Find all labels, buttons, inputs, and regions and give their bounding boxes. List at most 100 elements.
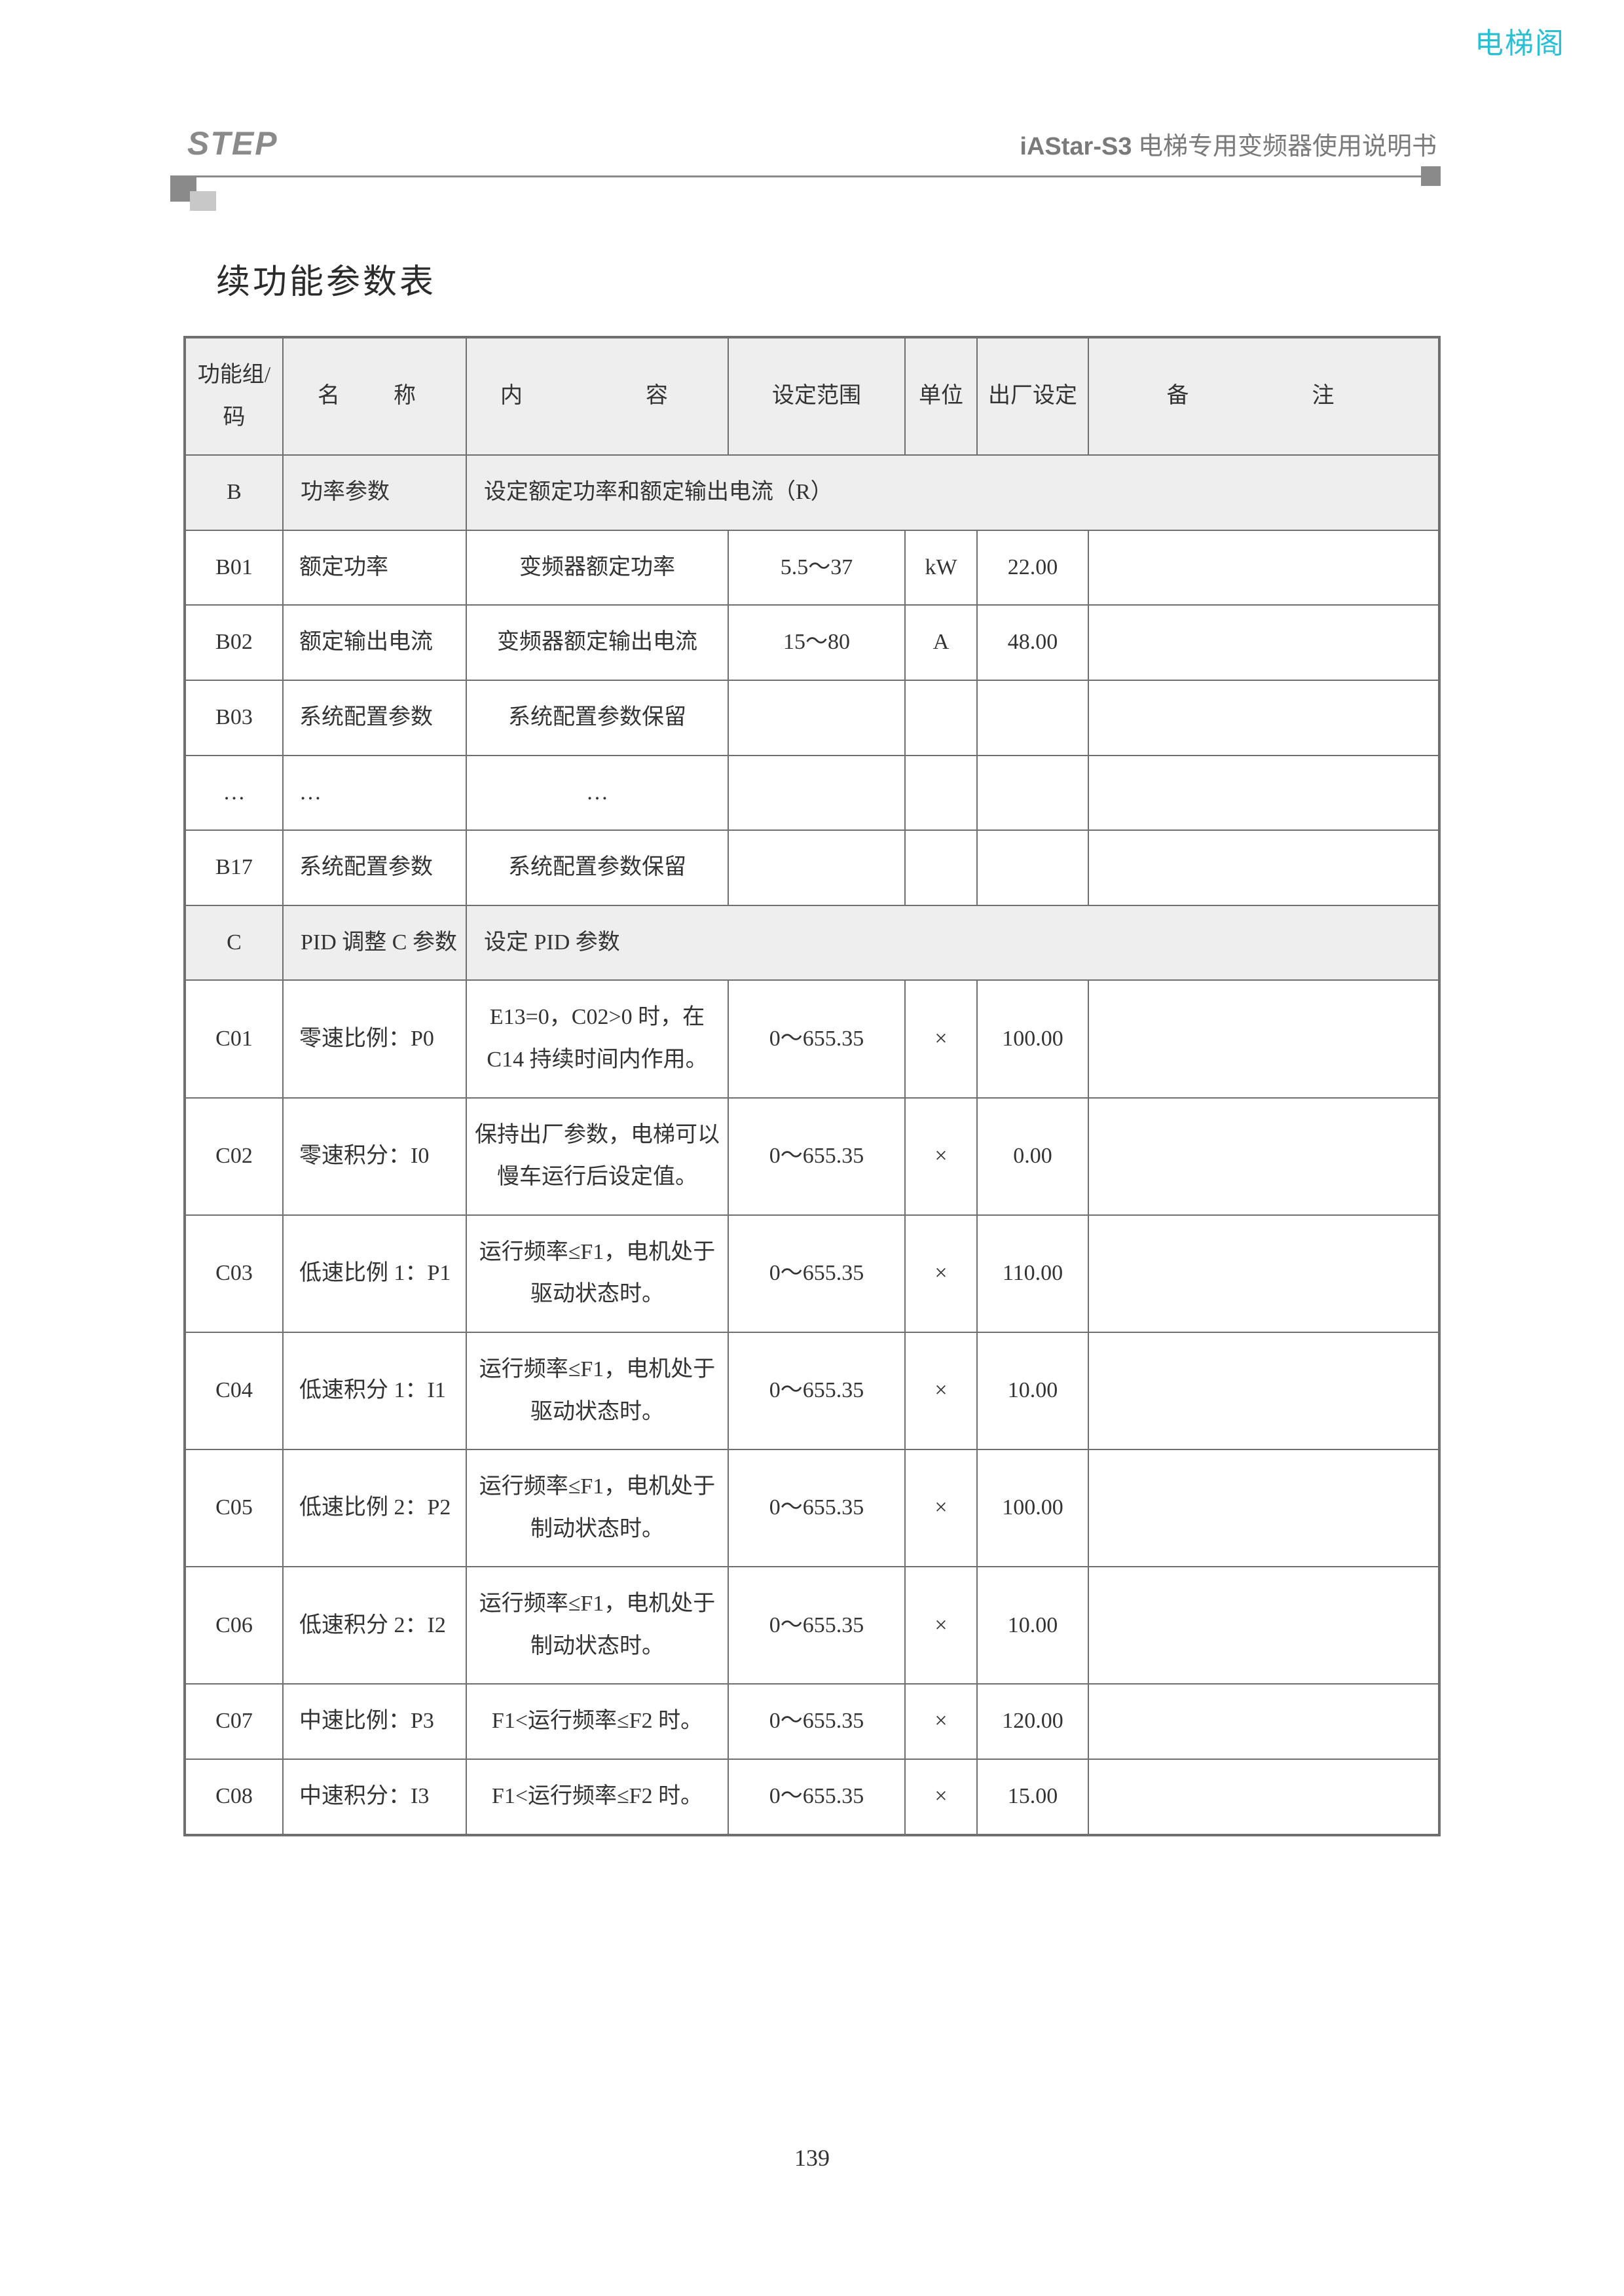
cell-name: 中速积分：I3	[283, 1759, 466, 1835]
cell-content: 系统配置参数保留	[466, 680, 728, 756]
watermark-text: 电梯阁	[1475, 20, 1565, 62]
table-row: B01额定功率变频器额定功率5.5～37kW22.00	[185, 530, 1439, 606]
table-row: C05低速比例 2：P2运行频率≤F1，电机处于制动状态时。0～655.35×1…	[185, 1449, 1439, 1567]
cell-code: C04	[185, 1332, 283, 1449]
cell-code: C03	[185, 1215, 283, 1332]
cell-range	[728, 830, 905, 905]
cell-remark	[1088, 1759, 1439, 1835]
cell-factory: 110.00	[977, 1215, 1088, 1332]
cell-factory: 100.00	[977, 980, 1088, 1097]
cell-name: 低速积分 1：I1	[283, 1332, 466, 1449]
cell-content: F1<运行频率≤F2 时。	[466, 1759, 728, 1835]
cell-unit: ×	[905, 1567, 977, 1684]
cell-range: 0～655.35	[728, 1567, 905, 1684]
table-row: C07中速比例：P3F1<运行频率≤F2 时。0～655.35×120.00	[185, 1684, 1439, 1759]
cell-factory	[977, 756, 1088, 831]
table-row: B17系统配置参数系统配置参数保留	[185, 830, 1439, 905]
cell-code: C06	[185, 1567, 283, 1684]
group-name: 功率参数	[283, 455, 466, 530]
cell-factory	[977, 680, 1088, 756]
th-unit: 单位	[905, 337, 977, 455]
table-row: B02额定输出电流变频器额定输出电流15～80A48.00	[185, 605, 1439, 680]
cell-remark	[1088, 605, 1439, 680]
cell-remark	[1088, 1449, 1439, 1567]
th-code: 功能组/码	[185, 337, 283, 455]
cell-factory: 10.00	[977, 1567, 1088, 1684]
cell-remark	[1088, 980, 1439, 1097]
cell-factory: 100.00	[977, 1449, 1088, 1567]
cell-range: 0～655.35	[728, 1759, 905, 1835]
cell-name: 零速积分：I0	[283, 1098, 466, 1215]
cell-code: B01	[185, 530, 283, 606]
cell-content: 变频器额定功率	[466, 530, 728, 606]
table-row: B03系统配置参数系统配置参数保留	[185, 680, 1439, 756]
cell-range	[728, 680, 905, 756]
cell-code: C01	[185, 980, 283, 1097]
cell-name: 额定功率	[283, 530, 466, 606]
cell-remark	[1088, 1215, 1439, 1332]
model-name: iAStar-S3	[1020, 133, 1132, 160]
group-code: B	[185, 455, 283, 530]
cell-content: 运行频率≤F1，电机处于制动状态时。	[466, 1449, 728, 1567]
cell-code: C07	[185, 1684, 283, 1759]
cell-range: 15～80	[728, 605, 905, 680]
table-row: C03低速比例 1：P1运行频率≤F1，电机处于驱动状态时。0～655.35×1…	[185, 1215, 1439, 1332]
group-row: CPID 调整 C 参数设定 PID 参数	[185, 905, 1439, 981]
cell-remark	[1088, 1332, 1439, 1449]
cell-name: 低速比例 2：P2	[283, 1449, 466, 1567]
th-range: 设定范围	[728, 337, 905, 455]
table-row: ………	[185, 756, 1439, 831]
group-code: C	[185, 905, 283, 981]
cell-content: E13=0，C02>0 时，在 C14 持续时间内作用。	[466, 980, 728, 1097]
cell-unit: ×	[905, 1759, 977, 1835]
cell-name: 系统配置参数	[283, 680, 466, 756]
cell-factory: 48.00	[977, 605, 1088, 680]
cell-unit: ×	[905, 1098, 977, 1215]
header-divider	[183, 175, 1441, 195]
cell-factory: 0.00	[977, 1098, 1088, 1215]
cell-content: 变频器额定输出电流	[466, 605, 728, 680]
cell-code: B02	[185, 605, 283, 680]
cell-factory: 15.00	[977, 1759, 1088, 1835]
th-content: 内 容	[466, 337, 728, 455]
cell-name: 零速比例：P0	[283, 980, 466, 1097]
cell-name: …	[283, 756, 466, 831]
cell-unit: A	[905, 605, 977, 680]
cell-name: 低速比例 1：P1	[283, 1215, 466, 1332]
th-factory: 出厂设定	[977, 337, 1088, 455]
cell-remark	[1088, 1567, 1439, 1684]
cell-name: 中速比例：P3	[283, 1684, 466, 1759]
page-number: 139	[0, 2144, 1624, 2172]
group-desc: 设定额定功率和额定输出电流（R）	[466, 455, 1439, 530]
group-row: B功率参数设定额定功率和额定输出电流（R）	[185, 455, 1439, 530]
cell-range: 0～655.35	[728, 1449, 905, 1567]
cell-unit: ×	[905, 1332, 977, 1449]
cell-remark	[1088, 680, 1439, 756]
cell-unit: ×	[905, 1215, 977, 1332]
cell-name: 低速积分 2：I2	[283, 1567, 466, 1684]
brand-logo: STEP	[187, 124, 278, 162]
cell-code: …	[185, 756, 283, 831]
cell-unit: ×	[905, 1684, 977, 1759]
cell-name: 系统配置参数	[283, 830, 466, 905]
cell-factory: 22.00	[977, 530, 1088, 606]
cell-content: 运行频率≤F1，电机处于驱动状态时。	[466, 1215, 728, 1332]
table-row: C04低速积分 1：I1运行频率≤F1，电机处于驱动状态时。0～655.35×1…	[185, 1332, 1439, 1449]
section-title: 续功能参数表	[216, 254, 1441, 303]
table-row: C06低速积分 2：I2运行频率≤F1，电机处于制动状态时。0～655.35×1…	[185, 1567, 1439, 1684]
cell-content: 系统配置参数保留	[466, 830, 728, 905]
cell-remark	[1088, 830, 1439, 905]
cell-factory: 120.00	[977, 1684, 1088, 1759]
cell-range	[728, 756, 905, 831]
cell-name: 额定输出电流	[283, 605, 466, 680]
cell-unit	[905, 680, 977, 756]
cell-remark	[1088, 1684, 1439, 1759]
cell-unit: ×	[905, 1449, 977, 1567]
document-title: iAStar-S3 电梯专用变频器使用说明书	[1020, 126, 1437, 162]
cell-factory	[977, 830, 1088, 905]
cell-unit	[905, 830, 977, 905]
group-name: PID 调整 C 参数	[283, 905, 466, 981]
cell-factory: 10.00	[977, 1332, 1088, 1449]
cell-range: 0～655.35	[728, 1098, 905, 1215]
cell-code: C05	[185, 1449, 283, 1567]
